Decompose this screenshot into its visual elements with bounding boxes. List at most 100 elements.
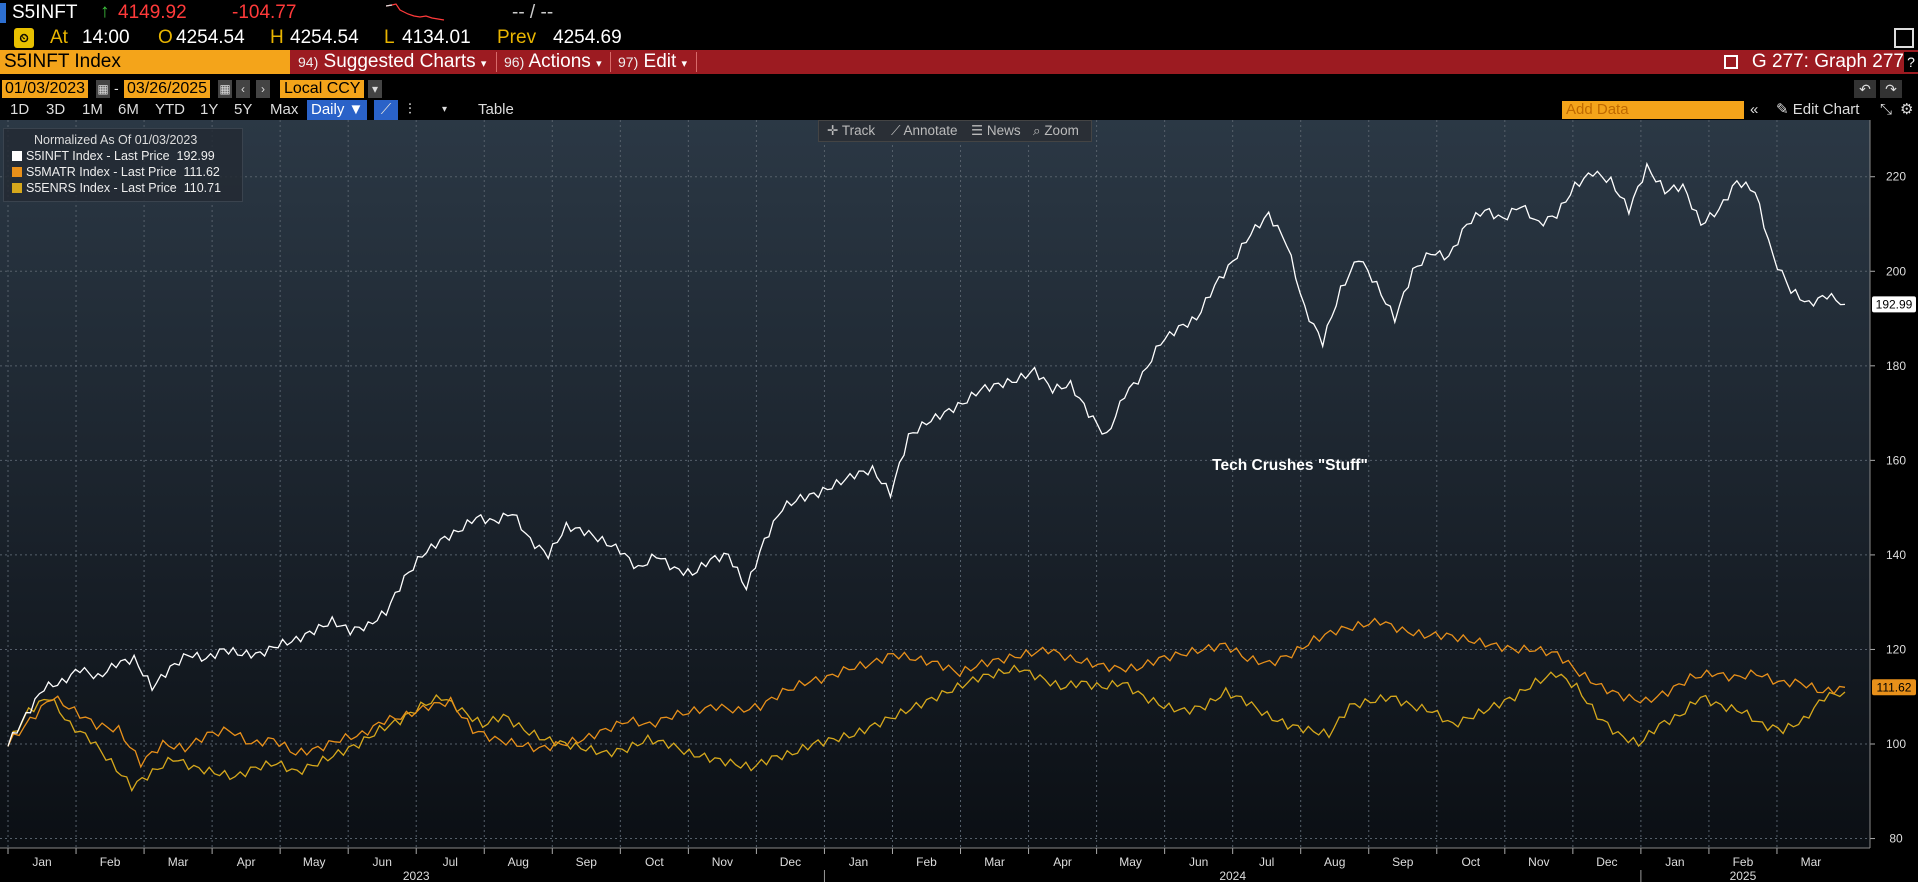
prev-period-icon[interactable]: ‹ (236, 80, 250, 98)
x-tick-label: Jan (1665, 855, 1684, 869)
y-tick-label: 80 (1889, 832, 1903, 846)
suggested-num: 94) (298, 54, 319, 70)
x-tick-label: Feb (100, 855, 121, 869)
line-chart-icon[interactable]: ⟋ (374, 100, 398, 120)
compress-icon[interactable]: ⤡ (1880, 101, 1893, 118)
edit-menu[interactable]: 97) Edit ▾ (618, 51, 688, 72)
chevron-down-icon[interactable]: ▾ (442, 104, 448, 115)
track-tool[interactable]: ✛ Track (827, 123, 876, 138)
bar-chart-icon[interactable]: ⫶ (408, 101, 412, 118)
frequency-select[interactable]: Daily ▼ (307, 100, 368, 120)
period-1y[interactable]: 1Y (200, 101, 219, 118)
x-tick-label: May (1119, 855, 1142, 869)
y-tick-label: 220 (1886, 170, 1906, 184)
suggested-charts-menu[interactable]: 94) Suggested Charts ▾ (298, 51, 487, 72)
x-tick-label: Jul (443, 855, 458, 869)
period-1d[interactable]: 1D (10, 101, 30, 118)
x-axis: Jan Feb Mar Apr May Jun Jul Aug Sep Oct Nov Dec Jan F… (0, 847, 1870, 882)
x-tick-label: Mar (984, 855, 1005, 869)
zoom-tool[interactable]: ⌕ Zoom (1033, 123, 1079, 138)
legend-item[interactable]: S5ENRS Index - Last Price 110.71 (12, 181, 221, 195)
at-time: 14:00 (82, 27, 130, 48)
frequency-label: Daily (311, 101, 345, 118)
y-tick-label: 200 (1886, 264, 1906, 278)
expand-window-icon[interactable] (1894, 28, 1914, 48)
x-tick-label: Apr (237, 855, 256, 869)
collapse-icon[interactable]: « (1750, 101, 1759, 118)
redo-icon[interactable]: ↷ (1880, 80, 1902, 98)
period-1m[interactable]: 1M (82, 101, 103, 118)
x-tick-label: Dec (1596, 855, 1617, 869)
series-line-s5matr (7, 617, 1846, 769)
x-tick-label: Feb (1733, 855, 1754, 869)
end-date-input[interactable]: 03/26/2025 (124, 80, 211, 98)
legend-item[interactable]: S5MATR Index - Last Price 111.62 (12, 165, 220, 179)
annotate-tool[interactable]: ⟋ Annotate (891, 123, 958, 138)
popout-icon[interactable] (1723, 55, 1738, 69)
suggested-label: Suggested Charts (323, 51, 476, 72)
series-group (7, 161, 1846, 793)
security-symbol[interactable]: S5INFT (12, 2, 78, 23)
last-price-label: 111.62 (1877, 680, 1912, 694)
y-tick-label: 120 (1886, 642, 1906, 656)
x-tick-label: Jan (849, 855, 868, 869)
actions-menu[interactable]: 96) Actions ▾ (504, 51, 602, 72)
chart-tools: ✛ Track ⟋ Annotate ☰ News ⌕ Zoom (818, 120, 1092, 142)
start-date-input[interactable]: 01/03/2023 (2, 80, 89, 98)
x-tick-label: May (303, 855, 326, 869)
x-tick-label: Mar (1801, 855, 1822, 869)
chevron-down-icon[interactable]: ▾ (368, 80, 382, 98)
legend-header: Normalized As Of 01/03/2023 (34, 133, 198, 147)
legend-value: 111.62 (183, 165, 220, 179)
x-tick-label: Aug (508, 855, 529, 869)
ohlc-row: ⏲ At 14:00 O 4254.54 H 4254.54 L 4134.01… (0, 26, 1918, 50)
next-period-icon[interactable]: › (256, 80, 270, 98)
x-tick-label: Sep (576, 855, 598, 869)
price-chart[interactable]: 80 100 120 140 160 180 200 220 192.99 111.62 Jan F… (0, 120, 1918, 882)
date-dash: - (114, 80, 119, 96)
x-tick-label: Oct (645, 855, 664, 869)
x-tick-label: Feb (916, 855, 937, 869)
chart-legend[interactable]: Normalized As Of 01/03/2023 S5INFT Index… (3, 128, 243, 202)
period-3d[interactable]: 3D (46, 101, 66, 118)
bid-ask: -- / -- (512, 2, 554, 23)
legend-swatch (12, 183, 22, 193)
graph-title[interactable]: G 277: Graph 277 (1723, 50, 1904, 74)
period-ytd[interactable]: YTD (155, 101, 185, 118)
x-tick-label: Apr (1053, 855, 1072, 869)
edit-label: Edit (643, 51, 677, 72)
y-tick-label: 160 (1886, 453, 1906, 467)
plot-background (0, 120, 1870, 848)
news-tool[interactable]: ☰ News (971, 123, 1021, 138)
legend-value: 192.99 (176, 149, 215, 163)
calendar-icon[interactable]: ▦ (96, 80, 110, 98)
period-6m[interactable]: 6M (118, 101, 139, 118)
help-icon[interactable]: ? (1904, 52, 1918, 72)
zoom-label: Zoom (1044, 123, 1079, 138)
legend-swatch (12, 151, 22, 161)
legend-label: S5ENRS Index - Last Price (26, 181, 177, 195)
year-label: 2023 (403, 869, 430, 882)
annotate-label: Annotate (903, 123, 958, 138)
add-data-input[interactable]: Add Data (1562, 101, 1744, 119)
edit-chart-button[interactable]: ✎ Edit Chart (1776, 101, 1860, 118)
clock-icon[interactable]: ⏲ (14, 28, 34, 48)
gear-icon[interactable]: ⚙ (1900, 101, 1914, 118)
last-price: 4149.92 (118, 2, 187, 23)
edit-num: 97) (618, 54, 639, 70)
actions-num: 96) (504, 54, 525, 70)
gridlines (0, 120, 1870, 848)
legend-item[interactable]: S5INFT Index - Last Price 192.99 (12, 149, 215, 163)
currency-select[interactable]: Local CCY (280, 80, 365, 98)
legend-label: S5INFT Index - Last Price (26, 149, 170, 163)
menu-bar: S5INFT Index 94) Suggested Charts ▾ 96) … (0, 50, 1918, 74)
low-label: L (384, 27, 395, 48)
undo-icon[interactable]: ↶ (1854, 80, 1876, 98)
price-change: -104.77 (232, 2, 297, 23)
calendar-icon[interactable]: ▦ (218, 80, 232, 98)
security-ticker-field[interactable]: S5INFT Index (0, 50, 290, 74)
period-5y[interactable]: 5Y (234, 101, 253, 118)
high-value: 4254.54 (290, 27, 359, 48)
table-button[interactable]: Table (478, 101, 514, 118)
period-max[interactable]: Max (270, 101, 299, 118)
